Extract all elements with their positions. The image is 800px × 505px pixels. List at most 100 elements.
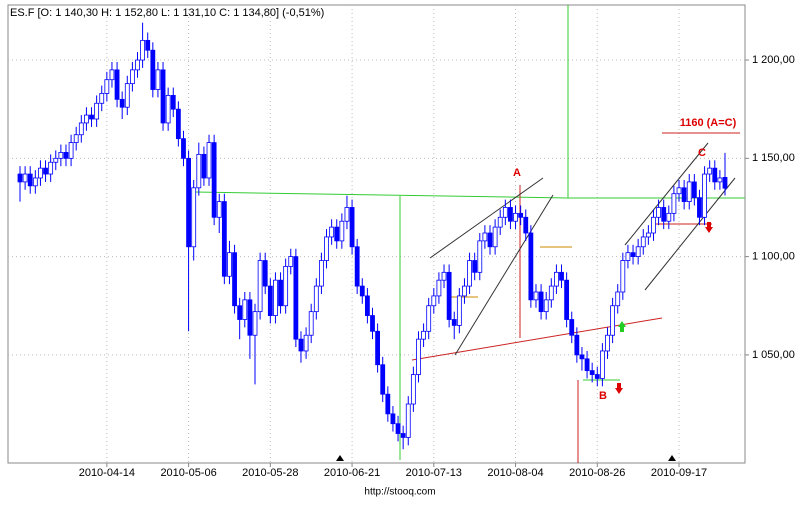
candle-body: [32, 177, 38, 187]
source: http://stooq.com: [364, 487, 435, 498]
candle-body: [559, 271, 564, 281]
target-label: 1160 (A=C): [680, 117, 737, 129]
arrow-down: [705, 222, 713, 233]
candle-body: [216, 201, 222, 218]
candle-body: [84, 114, 89, 124]
candle-body: [298, 338, 304, 352]
candle-body: [319, 260, 324, 287]
candle-body: [554, 271, 559, 287]
candle-body: [594, 374, 600, 379]
event-marker: [336, 455, 344, 461]
channel-line: [454, 194, 554, 356]
candle-body: [722, 176, 728, 189]
candle-body: [145, 39, 151, 51]
wave-label: B: [599, 390, 607, 402]
candle-body: [645, 232, 651, 238]
candle-body: [651, 216, 656, 234]
candle-body: [359, 285, 365, 297]
candle-body: [38, 167, 43, 179]
candle-body: [630, 252, 636, 258]
x-tick-label: 2010-06-21: [324, 467, 380, 479]
candle-body: [477, 240, 483, 273]
candle-body: [492, 226, 498, 248]
candle-body: [22, 173, 28, 183]
candle-body: [548, 285, 554, 301]
candle-body: [482, 232, 488, 242]
candle-body: [181, 138, 186, 159]
candle-body: [354, 246, 360, 287]
candle-body: [135, 59, 140, 71]
candle-body: [278, 279, 283, 307]
candle-body: [288, 256, 294, 267]
candle-body: [518, 212, 524, 218]
candle-body: [405, 403, 411, 438]
candle-body: [640, 236, 646, 248]
candle-body: [508, 207, 513, 222]
candle-body: [73, 134, 79, 143]
candle-body: [579, 354, 585, 360]
candle-body: [329, 226, 335, 238]
candle-body: [666, 212, 672, 222]
candle-body: [201, 153, 207, 179]
candle-body: [221, 201, 227, 277]
candle-body: [671, 193, 677, 214]
candle-body: [119, 98, 125, 108]
candle-body: [27, 173, 33, 187]
candle-body: [513, 212, 518, 222]
candle-body: [155, 69, 161, 90]
candle-body: [533, 291, 539, 301]
candle-body: [129, 69, 135, 85]
candle-body: [17, 173, 23, 183]
y-tick-label: 1 100,00: [752, 251, 795, 263]
candle-body: [364, 295, 370, 316]
candle-body: [344, 207, 350, 222]
candle-body: [625, 252, 631, 261]
candle-body: [661, 207, 667, 222]
candle-body: [262, 260, 268, 287]
candle-body: [451, 319, 457, 326]
candle-body: [599, 350, 605, 379]
candle-body: [237, 305, 243, 320]
candle-body: [416, 338, 421, 375]
candle-body: [487, 232, 493, 248]
candle-body: [124, 83, 130, 108]
candle-body: [436, 279, 442, 297]
candle-body: [380, 364, 386, 395]
channel-line: [644, 177, 736, 291]
candle-body: [528, 232, 534, 301]
chart-title: ES.F [O: 1 140,30 H: 1 152,80 L: 1 131,1…: [10, 7, 324, 19]
candle-body: [227, 252, 232, 277]
candle-body: [543, 299, 549, 313]
candle-body: [584, 358, 590, 372]
channel-line: [624, 142, 709, 246]
candle-body: [150, 49, 156, 90]
y-tick-label: 1 150,00: [752, 152, 795, 164]
y-tick-label: 1 200,00: [752, 54, 795, 66]
candle-body: [349, 207, 355, 248]
candle-body: [426, 305, 432, 332]
candle-body: [94, 102, 100, 120]
candle-body: [375, 330, 381, 366]
candle-body: [165, 95, 171, 124]
x-tick-label: 2010-09-17: [651, 467, 707, 479]
x-tick-label: 2010-04-14: [79, 467, 135, 479]
x-tick-label: 2010-07-13: [406, 467, 462, 479]
candle-body: [564, 279, 570, 320]
candle-body: [467, 260, 472, 287]
candle-body: [339, 220, 345, 242]
candle-body: [656, 207, 661, 218]
candle-body: [257, 260, 263, 313]
event-marker: [668, 455, 676, 461]
candle-body: [99, 93, 105, 104]
candle-body: [707, 167, 713, 175]
candle-body: [702, 173, 707, 218]
candle-body: [68, 142, 74, 159]
candle-body: [370, 315, 375, 332]
candle-body: [43, 167, 48, 175]
candle-body: [502, 207, 508, 218]
candle-body: [78, 122, 84, 136]
wave-label: C: [698, 147, 706, 159]
candle-body: [104, 79, 110, 94]
candle-body: [196, 153, 202, 189]
wave-label: A: [513, 167, 521, 179]
